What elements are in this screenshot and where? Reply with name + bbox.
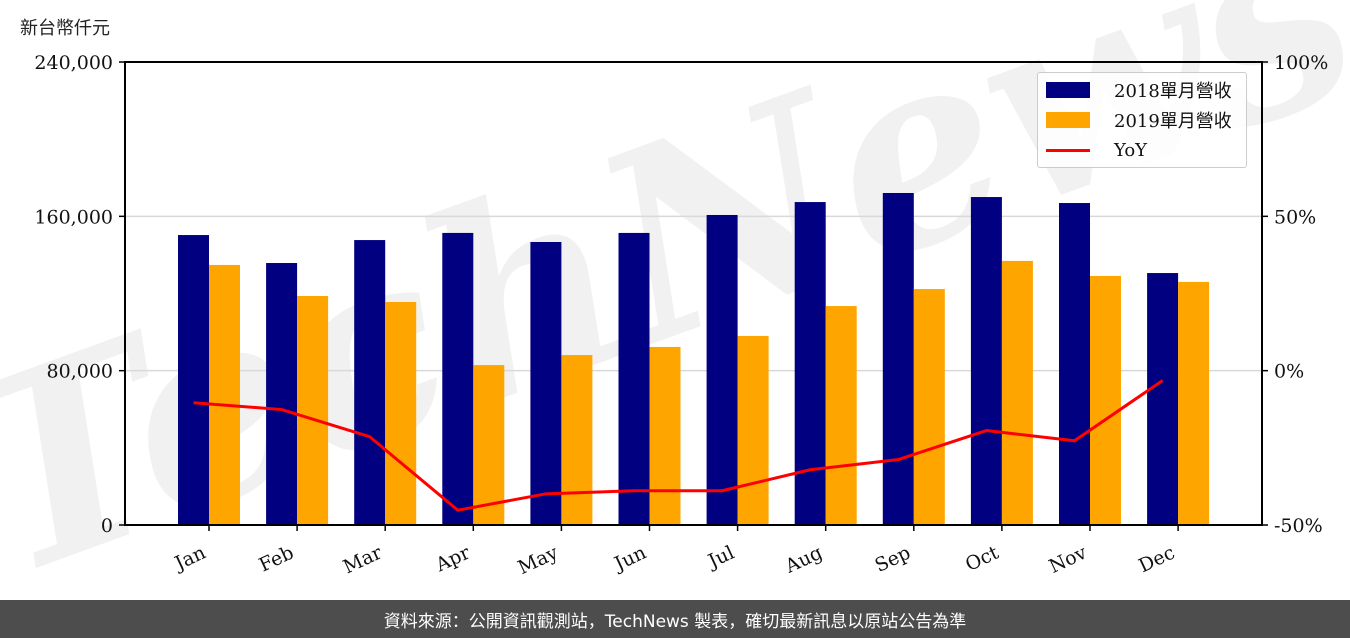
legend-label: 2019單月營收	[1114, 111, 1232, 132]
legend-label: 2018單月營收	[1114, 81, 1232, 102]
x-tick-label: Aug	[781, 542, 826, 578]
left-tick-label: 80,000	[47, 361, 113, 383]
yoy-polyline	[193, 379, 1164, 512]
x-tick-label: Nov	[1046, 541, 1091, 577]
legend-item-2019: 2019單月營收	[1046, 107, 1232, 133]
bar-2018-jul	[706, 214, 738, 525]
legend-swatch-2019	[1046, 112, 1090, 128]
bar-2018-apr	[442, 232, 474, 525]
bar-2018-jan	[178, 235, 209, 525]
chart-legend: 2018單月營收 2019單月營收 YoY	[1037, 72, 1247, 168]
bar-2019-may	[561, 355, 593, 525]
y-axis-unit-label: 新台幣仟元	[20, 18, 110, 39]
bar-2019-mar	[385, 301, 417, 525]
yoy-line	[193, 379, 1164, 512]
bar-2018-dec	[1147, 273, 1179, 525]
plot-frame	[124, 61, 1263, 526]
left-axis-ticks: 0 80,000 160,000 240,000	[34, 52, 125, 537]
x-tick-label: Jul	[703, 542, 738, 574]
right-tick-label: 0%	[1274, 361, 1304, 383]
bar-2019-nov	[1090, 275, 1121, 525]
bar-2019-sep	[913, 289, 945, 525]
bar-2019-oct	[1001, 260, 1033, 525]
right-tick-label: -50%	[1274, 515, 1323, 537]
legend-line-yoy	[1046, 148, 1090, 152]
x-tick-label: Mar	[340, 541, 386, 578]
left-tick-label: 160,000	[34, 206, 113, 228]
bar-2018-mar	[354, 240, 386, 526]
bar-2019-feb	[297, 296, 329, 525]
x-tick-label: Jun	[609, 542, 649, 576]
bar-2018-sep	[882, 192, 914, 525]
right-tick-label: 50%	[1274, 206, 1316, 228]
x-tick-label: Dec	[1135, 542, 1178, 578]
axes	[124, 61, 1263, 526]
left-tick-label: 240,000	[34, 52, 113, 74]
bar-2018-jun	[618, 232, 650, 525]
bar-2018-aug	[794, 202, 826, 525]
legend-item-yoy: YoY	[1046, 137, 1147, 163]
right-axis-ticks: -50% 0% 50% 100%	[1262, 52, 1328, 537]
bar-2019-apr	[473, 365, 505, 525]
x-tick-label: Oct	[962, 541, 1002, 575]
x-tick-label: Apr	[432, 541, 475, 577]
bar-2018-oct	[970, 197, 1002, 525]
bar-2019-jul	[737, 335, 769, 525]
legend-label: YoY	[1114, 139, 1148, 161]
source-footer: 資料來源：公開資訊觀測站，TechNews 製表，確切最新訊息以原站公告為準	[0, 600, 1350, 638]
bar-2018-may	[530, 241, 562, 525]
legend-item-2018: 2018單月營收	[1046, 77, 1232, 103]
bar-2018-nov	[1059, 203, 1090, 525]
bar-series	[178, 192, 1210, 526]
left-tick-label: 0	[101, 515, 113, 537]
bar-2019-jun	[649, 346, 681, 525]
x-axis-ticks: Jan Feb Mar Apr May Jun Jul Aug Sep Oct Nov Dec	[170, 525, 1179, 579]
right-tick-label: 100%	[1274, 52, 1328, 74]
x-tick-label: May	[515, 541, 562, 579]
bar-2019-aug	[825, 306, 857, 525]
x-tick-label: Sep	[872, 542, 914, 577]
bar-2019-jan	[209, 264, 240, 525]
bar-2018-feb	[266, 263, 298, 525]
legend-swatch-2018	[1046, 82, 1090, 98]
bar-2019-dec	[1178, 281, 1210, 525]
